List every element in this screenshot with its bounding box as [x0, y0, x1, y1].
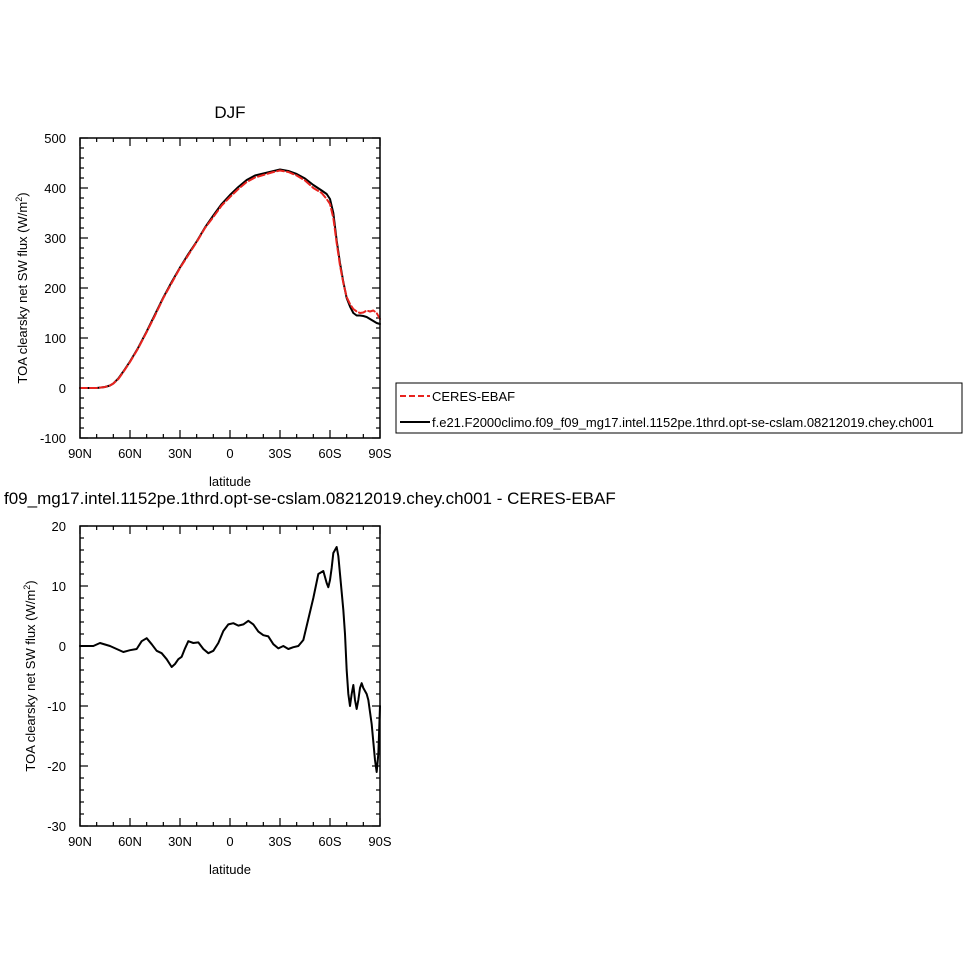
top-y-tick-labels: -100 0 100 200 300 400 500: [40, 131, 66, 446]
top-y-axis-label-sup: 2: [14, 197, 24, 202]
bottom-x-tick-label: 60S: [318, 834, 341, 849]
bottom-x-axis-label: latitude: [209, 862, 251, 877]
bottom-x-tick-label: 30N: [168, 834, 192, 849]
bottom-x-tick-label: 60N: [118, 834, 142, 849]
top-x-tick-label: 30S: [268, 446, 291, 461]
bottom-x-tick-label: 90N: [68, 834, 92, 849]
top-ticks: [79, 137, 381, 439]
top-series-line-ceres: [79, 169, 381, 389]
top-series: [79, 168, 381, 389]
top-y-tick-label: 300: [44, 231, 66, 246]
top-x-tick-label: 30N: [168, 446, 192, 461]
top-y-tick-label: 0: [59, 381, 66, 396]
bottom-x-tick-label: 0: [226, 834, 233, 849]
top-x-tick-label: 60S: [318, 446, 341, 461]
top-y-tick-label: -100: [40, 431, 66, 446]
bottom-y-tick-label: -20: [47, 759, 66, 774]
top-x-tick-label: 90N: [68, 446, 92, 461]
bottom-y-axis-label-sup: 2: [22, 585, 32, 590]
top-x-tick-label: 90S: [368, 446, 391, 461]
top-y-axis-label: TOA clearsky net SW flux (W/m2): [14, 192, 30, 383]
top-x-tick-label: 60N: [118, 446, 142, 461]
top-panel: DJF 90N 60N 30N 0 30S 60S 90S -100 0 100 200 300 40…: [14, 103, 392, 489]
bottom-y-tick-label: -30: [47, 819, 66, 834]
bottom-y-tick-label: 0: [59, 639, 66, 654]
top-series-line-model: [79, 168, 381, 389]
bottom-y-axis-label-main: TOA clearsky net SW flux (W/m: [23, 590, 38, 772]
bottom-x-tick-labels: 90N 60N 30N 0 30S 60S 90S: [68, 834, 392, 849]
legend-box: [395, 382, 963, 434]
bottom-ticks: [79, 525, 381, 827]
bottom-series: [79, 546, 381, 773]
legend-label-model: f.e21.F2000climo.f09_f09_mg17.intel.1152…: [432, 415, 934, 430]
bottom-x-tick-label: 30S: [268, 834, 291, 849]
top-y-tick-label: 500: [44, 131, 66, 146]
bottom-y-tick-label: 10: [52, 579, 66, 594]
bottom-y-axis-label: TOA clearsky net SW flux (W/m2): [22, 580, 38, 771]
bottom-x-tick-label: 90S: [368, 834, 391, 849]
legend-label-ceres: CERES-EBAF: [432, 389, 515, 404]
legend: CERES-EBAF f.e21.F2000climo.f09_f09_mg17…: [395, 382, 963, 434]
bottom-y-tick-label: 20: [52, 519, 66, 534]
bottom-y-tick-label: -10: [47, 699, 66, 714]
top-y-tick-label: 100: [44, 331, 66, 346]
top-y-tick-label: 400: [44, 181, 66, 196]
top-chart-title: DJF: [214, 103, 245, 122]
top-x-tick-labels: 90N 60N 30N 0 30S 60S 90S: [68, 446, 392, 461]
bottom-plot-frame: [79, 525, 381, 827]
top-y-axis-label-main: TOA clearsky net SW flux (W/m: [15, 202, 30, 384]
bottom-y-axis-label-close: ): [23, 580, 38, 584]
top-plot-frame: [79, 137, 381, 439]
bottom-series-line-model: [79, 546, 381, 773]
bottom-panel: f09_mg17.intel.1152pe.1thrd.opt-se-cslam…: [4, 489, 616, 877]
bottom-y-tick-labels: -30 -20 -10 0 10 20: [47, 519, 66, 834]
top-y-axis-label-close: ): [15, 192, 30, 196]
top-y-tick-label: 200: [44, 281, 66, 296]
top-x-tick-label: 0: [226, 446, 233, 461]
top-x-axis-label: latitude: [209, 474, 251, 489]
bottom-chart-title: f09_mg17.intel.1152pe.1thrd.opt-se-cslam…: [4, 489, 616, 508]
